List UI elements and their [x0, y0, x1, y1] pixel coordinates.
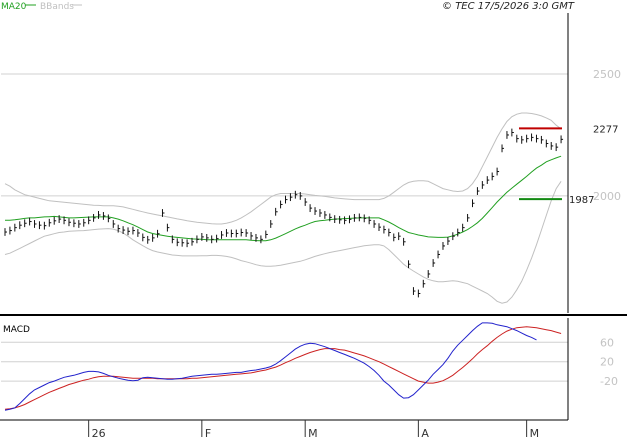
date-tick-label: A	[421, 427, 429, 440]
price-bars	[4, 128, 564, 298]
bbands-upper-line	[4, 112, 562, 225]
macd-axis: 60 20 -20	[600, 336, 618, 388]
level-label-2277: 2277	[593, 124, 618, 135]
date-axis: 26 F M A M	[88, 420, 540, 440]
macd-grid	[1, 341, 568, 382]
signal-line	[4, 326, 562, 410]
bbands-lower-line	[4, 181, 562, 304]
macd-tick-label: 60	[600, 336, 614, 349]
ma20-path	[5, 155, 562, 242]
macd-tick-label: -20	[600, 375, 618, 388]
bollinger-bands	[4, 112, 562, 304]
chart-frames	[0, 13, 627, 421]
price-level-markers: 2277 1987	[519, 124, 618, 206]
legend-ma20: MA20	[1, 2, 27, 12]
ma20-line	[5, 155, 562, 242]
price-tick-label: 2500	[593, 68, 621, 81]
level-label-1987: 1987	[569, 195, 594, 206]
date-tick-label: F	[205, 427, 211, 440]
price-axis: 2000 2500	[593, 68, 621, 203]
price-grid	[1, 73, 568, 197]
price-tick-label: 2000	[593, 190, 621, 203]
date-tick-label: M	[530, 427, 540, 440]
date-tick-label: 26	[92, 427, 106, 440]
copyright-text: © TEC 17/5/2026 3:0 GMT	[442, 1, 575, 12]
date-tick-label: M	[308, 427, 318, 440]
macd-title: MACD	[3, 325, 30, 335]
macd-tick-label: 20	[600, 356, 614, 369]
macd-lines	[4, 322, 562, 411]
legend-bbands: BBands	[40, 2, 74, 12]
macd-line	[4, 322, 537, 411]
